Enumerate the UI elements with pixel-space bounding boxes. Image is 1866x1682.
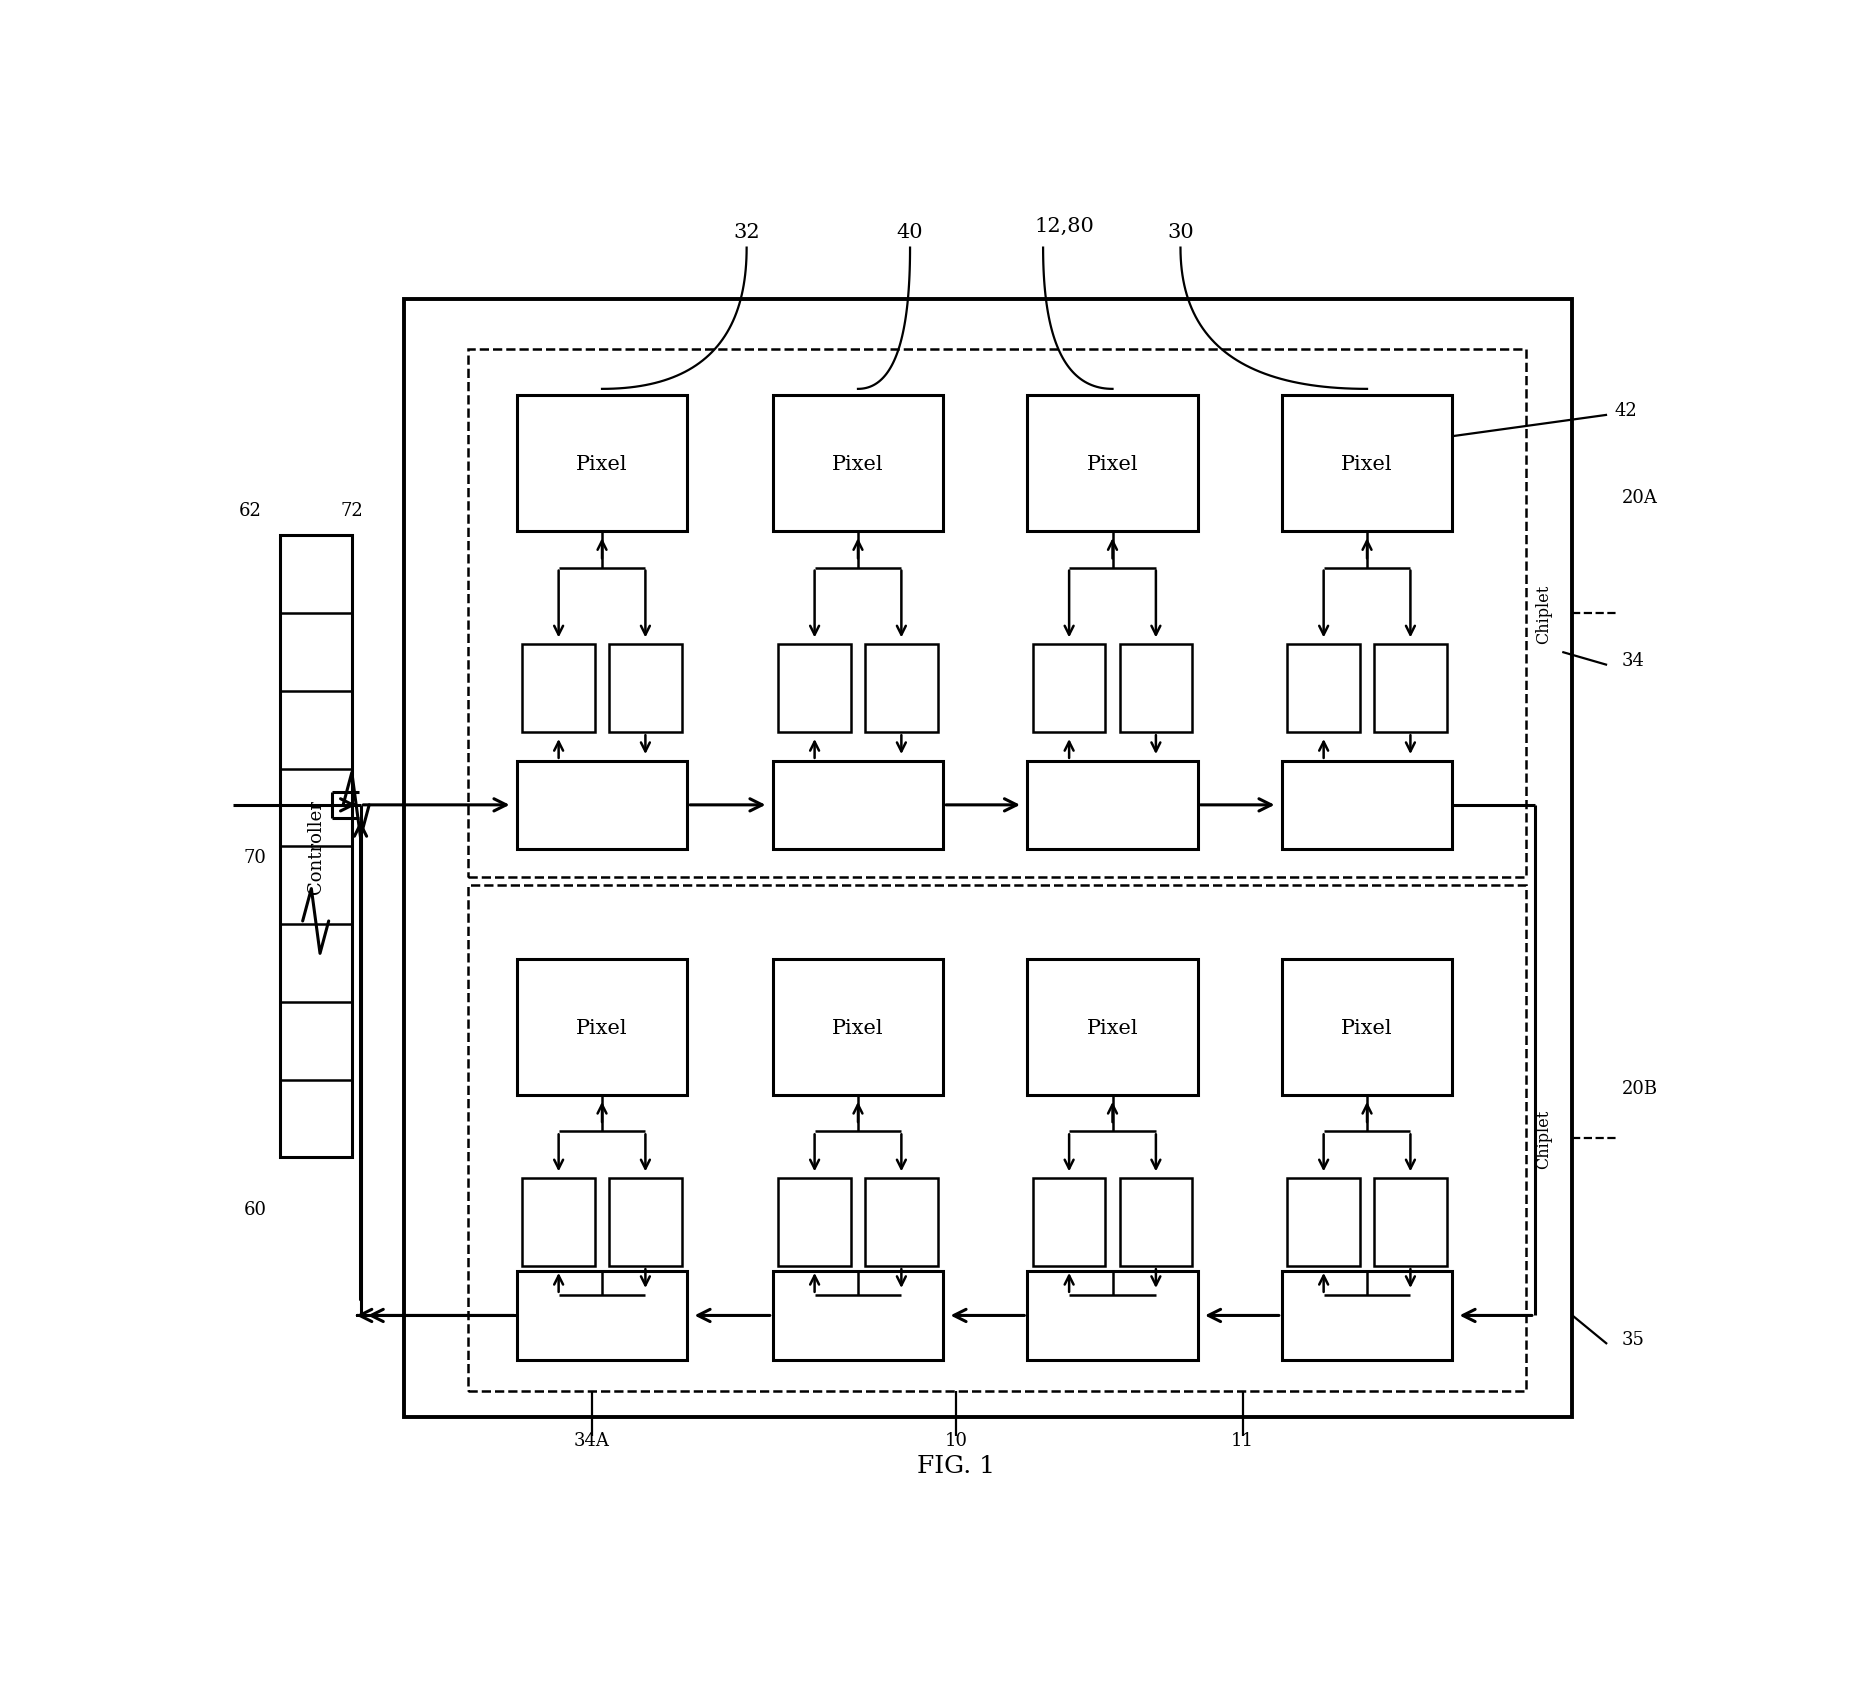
Bar <box>1373 1179 1446 1267</box>
Text: 32: 32 <box>733 224 759 242</box>
Bar <box>517 1272 687 1359</box>
Text: Chiplet: Chiplet <box>1536 584 1553 643</box>
Bar <box>1288 1179 1360 1267</box>
Text: Pixel: Pixel <box>832 1018 884 1038</box>
Text: 30: 30 <box>1166 224 1194 242</box>
Bar <box>778 1179 851 1267</box>
Bar <box>522 644 595 733</box>
Bar <box>1288 644 1360 733</box>
Bar <box>778 644 851 733</box>
Text: 10: 10 <box>944 1431 968 1450</box>
Bar <box>1034 644 1105 733</box>
Text: 20A: 20A <box>1622 488 1657 506</box>
Bar <box>280 537 353 1157</box>
Text: FIG. 1: FIG. 1 <box>918 1455 995 1477</box>
Text: Pixel: Pixel <box>1086 454 1138 474</box>
Bar <box>1026 397 1198 532</box>
Bar <box>1026 762 1198 849</box>
Text: 35: 35 <box>1622 1330 1644 1349</box>
Bar <box>468 350 1526 878</box>
Text: 11: 11 <box>1232 1431 1254 1450</box>
Text: 62: 62 <box>239 501 261 520</box>
Text: 34: 34 <box>1622 651 1644 669</box>
Text: 20B: 20B <box>1622 1078 1657 1097</box>
Bar <box>773 1272 944 1359</box>
Bar <box>517 397 687 532</box>
Bar <box>403 301 1573 1416</box>
Text: Controller: Controller <box>306 801 325 893</box>
Bar <box>608 1179 681 1267</box>
Text: Pixel: Pixel <box>832 454 884 474</box>
Bar <box>1120 1179 1192 1267</box>
Bar <box>1034 1179 1105 1267</box>
Bar <box>773 397 944 532</box>
Text: 60: 60 <box>243 1201 267 1219</box>
Bar <box>468 886 1526 1391</box>
Bar <box>608 644 681 733</box>
Bar <box>517 762 687 849</box>
Text: Pixel: Pixel <box>1342 1018 1392 1038</box>
Text: 40: 40 <box>898 224 924 242</box>
Bar <box>1026 1272 1198 1359</box>
Bar <box>517 959 687 1095</box>
Bar <box>1282 762 1452 849</box>
Text: Pixel: Pixel <box>1342 454 1392 474</box>
Bar <box>866 644 937 733</box>
Text: 72: 72 <box>340 501 364 520</box>
Bar <box>1026 959 1198 1095</box>
Text: Pixel: Pixel <box>577 454 627 474</box>
Text: 42: 42 <box>1614 402 1636 419</box>
Bar <box>773 762 944 849</box>
Bar <box>1282 397 1452 532</box>
Bar <box>866 1179 937 1267</box>
Bar <box>1282 959 1452 1095</box>
Text: Pixel: Pixel <box>577 1018 627 1038</box>
Bar <box>773 959 944 1095</box>
Text: Chiplet: Chiplet <box>1536 1108 1553 1167</box>
Text: Pixel: Pixel <box>1086 1018 1138 1038</box>
Text: 12,80: 12,80 <box>1036 217 1095 235</box>
Bar <box>1373 644 1446 733</box>
Bar <box>522 1179 595 1267</box>
Text: 70: 70 <box>243 848 267 866</box>
Text: 34A: 34A <box>575 1431 610 1450</box>
Bar <box>1120 644 1192 733</box>
Bar <box>1282 1272 1452 1359</box>
